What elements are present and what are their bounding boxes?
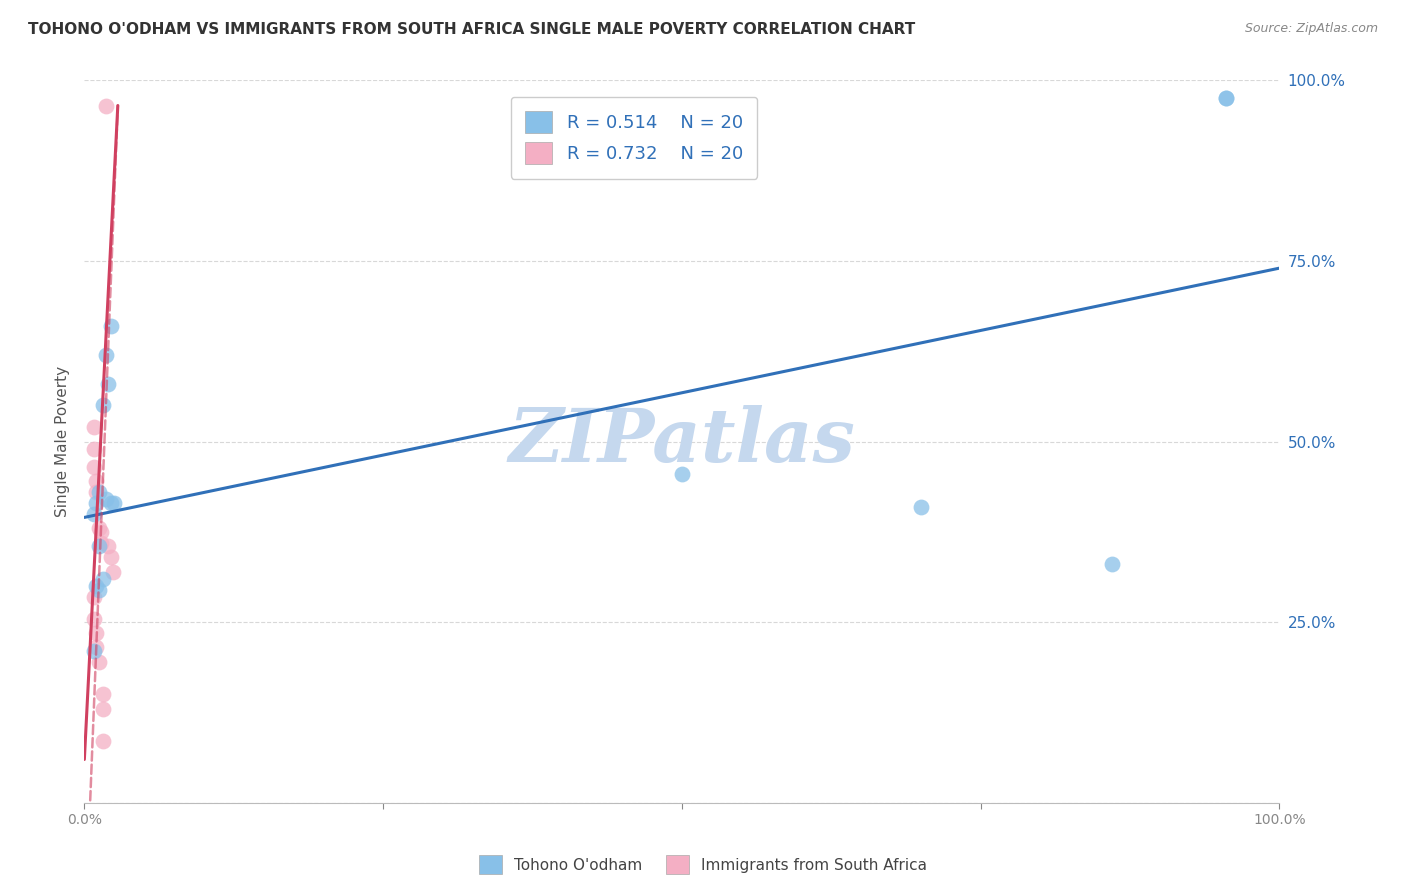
Point [94,98,117,112]
Point [94,492,117,507]
Point [86,626,108,640]
Point [86,579,108,593]
Point [87,582,110,597]
Point [83,459,105,474]
Point [86,475,108,489]
Point [83,611,105,625]
Text: Source: ZipAtlas.com: Source: ZipAtlas.com [1244,22,1378,36]
Point [86,496,108,510]
Point [93,687,115,701]
Point [90,535,112,549]
Point [90,524,112,539]
Point [87,539,110,553]
Point [1215,91,1237,105]
Y-axis label: Single Male Poverty: Single Male Poverty [55,366,70,517]
Point [671,467,693,481]
Point [83,507,105,521]
Point [97,539,120,553]
Point [94,348,117,362]
Point [97,376,120,391]
Point [100,550,122,565]
Point [86,640,108,655]
Point [100,318,122,333]
Point [93,734,115,748]
Point [1215,91,1237,105]
Legend: Tohono O'odham, Immigrants from South Africa: Tohono O'odham, Immigrants from South Af… [474,849,932,880]
Text: ZIPatlas: ZIPatlas [509,405,855,478]
Point [87,655,110,669]
Point [87,521,110,535]
Point [93,398,115,412]
Point [1101,558,1123,572]
Point [83,442,105,456]
Point [83,420,105,434]
Point [100,496,122,510]
Point [93,572,115,586]
Point [103,496,125,510]
Text: TOHONO O'ODHAM VS IMMIGRANTS FROM SOUTH AFRICA SINGLE MALE POVERTY CORRELATION C: TOHONO O'ODHAM VS IMMIGRANTS FROM SOUTH … [28,22,915,37]
Point [910,500,932,514]
Point [86,485,108,500]
Point [93,702,115,716]
Point [101,565,124,579]
Legend: R = 0.514    N = 20, R = 0.732    N = 20: R = 0.514 N = 20, R = 0.732 N = 20 [510,96,758,178]
Point [83,644,105,658]
Point [83,590,105,604]
Point [87,485,110,500]
